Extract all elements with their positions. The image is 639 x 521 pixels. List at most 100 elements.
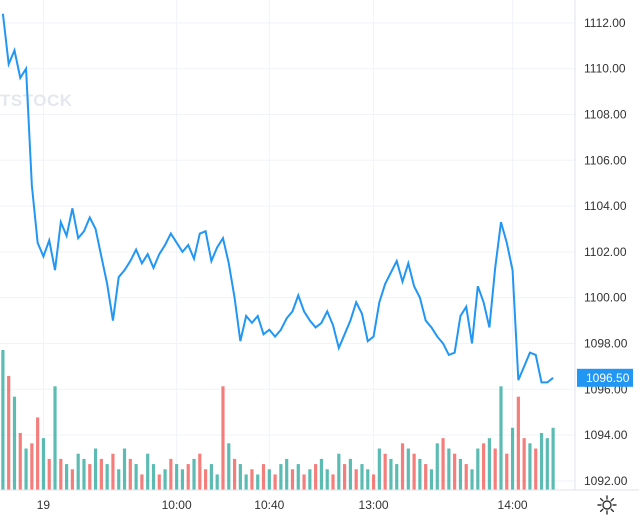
volume-bar: [285, 458, 289, 490]
volume-bar: [499, 386, 503, 490]
y-tick-label: 1110.00: [584, 62, 626, 76]
volume-bar: [204, 469, 208, 490]
volume-bar: [140, 474, 144, 490]
volume-bar: [180, 469, 185, 490]
volume-bar: [59, 458, 63, 490]
volume-bar: [105, 464, 109, 490]
volume-bar: [319, 458, 324, 490]
volume-bar: [111, 453, 115, 490]
volume-bar: [366, 469, 370, 490]
y-tick-label: 1108.00: [584, 107, 627, 121]
volume-bar: [441, 438, 445, 490]
volume-bar: [82, 458, 86, 490]
volume-bar: [412, 453, 416, 490]
price-axis[interactable]: 1092.001094.001096.001098.001100.001102.…: [584, 16, 628, 488]
volume-bar: [296, 464, 300, 490]
volume-bar: [151, 464, 156, 490]
volume-bar: [175, 464, 179, 490]
volume-bar: [308, 469, 312, 490]
y-tick-label: 1092.00: [584, 474, 628, 488]
volume-bar: [76, 453, 80, 490]
price-line: [1, 13, 554, 384]
volume-bar: [186, 464, 190, 490]
watermark-logo: TSTOCK: [0, 91, 73, 110]
volume-bar: [128, 458, 132, 490]
y-tick-label: 1112.00: [584, 16, 626, 30]
x-tick-label: 13:00: [359, 498, 389, 512]
volume-bar: [325, 469, 329, 490]
volume-bar: [273, 474, 277, 490]
volume-bar: [93, 448, 98, 490]
volume-bar: [534, 448, 538, 490]
volume-bar: [331, 474, 335, 490]
time-axis[interactable]: 19 10:00 10:40 13:00 14:00: [37, 498, 528, 512]
volume-bar: [314, 464, 318, 490]
volume-bar: [464, 464, 468, 490]
volume-bar: [256, 474, 260, 490]
volume-bar: [337, 453, 341, 490]
volume-bar: [18, 432, 22, 490]
volume-bar: [400, 443, 405, 490]
volume-bar: [360, 464, 364, 490]
y-tick-label: 1098.00: [584, 336, 628, 350]
settings-button[interactable]: [596, 494, 618, 516]
volume-bar: [493, 448, 497, 490]
grid: [0, 0, 575, 490]
volume-bar: [24, 448, 28, 490]
volume-bar: [41, 438, 46, 490]
volume-bar: [134, 464, 138, 490]
volume-bar: [99, 458, 103, 490]
volume-bar: [198, 453, 202, 490]
volume-bar: [429, 469, 434, 490]
volume-bar: [482, 443, 486, 490]
last-price-label: 1096.50: [577, 368, 633, 387]
volume-bar: [343, 464, 347, 490]
volume-bar: [348, 458, 352, 490]
volume-bar: [157, 474, 161, 490]
volume-bar: [227, 443, 231, 490]
volume-bar: [47, 458, 51, 490]
last-price-value: 1096.50: [586, 371, 630, 385]
volume-bar: [192, 458, 196, 490]
volume-bar: [406, 448, 410, 490]
gear-icon: [597, 495, 617, 515]
volume-bar: [487, 438, 491, 490]
volume-bars: [1, 350, 555, 490]
volume-bar: [215, 474, 219, 490]
volume-bar: [539, 432, 544, 490]
volume-bar: [522, 438, 526, 490]
volume-bar: [383, 453, 387, 490]
volume-bar: [12, 396, 17, 490]
y-tick-label: 1094.00: [584, 428, 628, 442]
volume-bar: [389, 458, 393, 490]
volume-bar: [354, 469, 358, 490]
y-tick-label: 1104.00: [584, 199, 627, 213]
x-tick-label: 14:00: [498, 498, 528, 512]
volume-bar: [551, 427, 555, 490]
volume-bar: [510, 427, 515, 490]
volume-bar: [458, 458, 463, 490]
x-tick-label: 10:40: [254, 498, 284, 512]
volume-bar: [117, 469, 121, 490]
volume-bar: [302, 474, 306, 490]
volume-bar: [7, 375, 11, 490]
volume-bar: [377, 448, 381, 490]
volume-bar: [88, 464, 92, 490]
volume-bar: [232, 458, 237, 490]
volume-bar: [53, 386, 57, 490]
volume-bar: [30, 443, 34, 490]
volume-bar: [545, 438, 549, 490]
volume-bar: [447, 448, 451, 490]
volume-bar: [261, 464, 266, 490]
y-tick-label: 1106.00: [584, 153, 627, 167]
volume-bar: [65, 464, 69, 490]
volume-bar: [1, 350, 5, 490]
volume-bar: [516, 396, 520, 490]
volume-bar: [267, 469, 271, 490]
last-price-bg: [577, 368, 633, 387]
volume-bar: [70, 469, 74, 490]
volume-bar: [221, 386, 225, 490]
volume-bar: [279, 464, 283, 490]
volume-bar: [435, 443, 439, 490]
